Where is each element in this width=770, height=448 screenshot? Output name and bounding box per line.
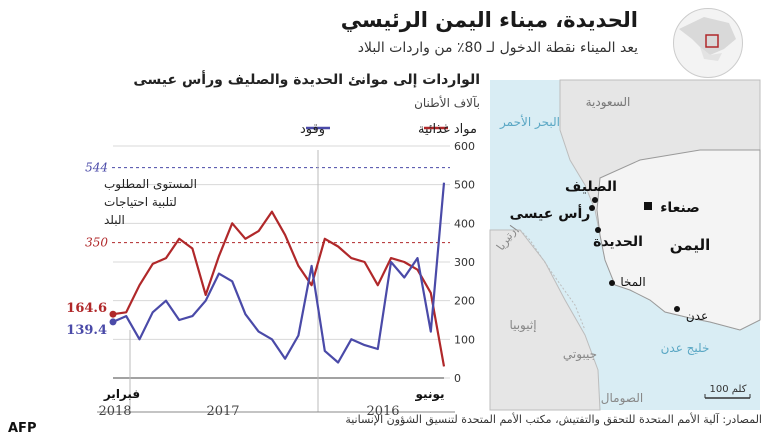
series-line (112, 182, 446, 364)
map-label-somalia: الصومال (601, 391, 643, 406)
map-label-mokha: المخا (620, 275, 645, 289)
page-title: الحديدة، ميناء اليمن الرئيسي (340, 8, 638, 32)
ras-isa-marker (589, 205, 595, 211)
legend-label: مواد غذائية (418, 122, 477, 137)
chart-unit: بآلاف الأطنان (414, 96, 480, 110)
reference-note-line: المستوى المطلوب (104, 177, 197, 192)
map-label-ras-isa: رأس عيسى (510, 204, 591, 222)
sanaa-marker (644, 202, 652, 210)
mokha-marker (609, 280, 615, 286)
reference-label: 544 (85, 161, 108, 175)
map-label-yemen: اليمن (670, 236, 710, 254)
y-tick-label: 400 (454, 217, 475, 230)
y-tick-label: 500 (454, 179, 475, 192)
year-label: 2018 (98, 404, 131, 419)
map-label-saudi: السعودية (586, 95, 631, 110)
map-label-djibouti: جيبوتي (563, 347, 597, 362)
map-label-red-sea: البحر الأحمر (499, 114, 560, 130)
x-label-end: فبراير (103, 387, 140, 401)
salif-marker (592, 197, 598, 203)
start-value-fuel: 139.4 (66, 323, 107, 338)
map-label-sanaa: صنعاء (660, 200, 700, 216)
y-tick-label: 0 (454, 372, 461, 385)
reference-note-line: لتلبية احتياجات (104, 195, 177, 209)
afp-logo: AFP (8, 421, 37, 436)
y-tick-label: 100 (454, 333, 475, 346)
legend-label: وقود (300, 122, 325, 137)
year-label: 2016 (366, 404, 399, 419)
aden-marker (674, 306, 680, 312)
map-label-scale: 100 كلم (710, 384, 747, 395)
series-start-marker (109, 318, 117, 326)
x-label-start: يونيو (415, 387, 445, 402)
source-note: المصادر: آلية الأمم المتحدة للتحقق والتف… (345, 413, 762, 426)
y-tick-label: 200 (454, 295, 475, 308)
y-tick-label: 300 (454, 256, 475, 269)
chart-title: الواردات إلى موانئ الحديدة والصليف ورأس … (133, 72, 480, 88)
map-label-ethiopia: إثيوبيا (509, 318, 536, 333)
hodeidah-marker (595, 227, 601, 233)
page-subtitle: يعد الميناء نقطة الدخول لـ 80٪ من واردات… (357, 40, 638, 56)
reference-note-line: البلد (104, 213, 125, 227)
y-tick-label: 600 (454, 140, 475, 153)
map-label-hodeidah: الحديدة (593, 234, 643, 250)
map-label-aden: عدن (686, 309, 708, 323)
year-label: 2017 (206, 404, 239, 419)
series-line (112, 210, 446, 367)
map-label-gulf-aden: خليج عدن (661, 341, 710, 355)
start-value-food: 164.6 (66, 301, 107, 316)
map-label-salif: الصليف (565, 179, 617, 195)
reference-label: 350 (85, 236, 108, 250)
series-start-marker (109, 310, 117, 318)
locator-globe (673, 8, 743, 78)
